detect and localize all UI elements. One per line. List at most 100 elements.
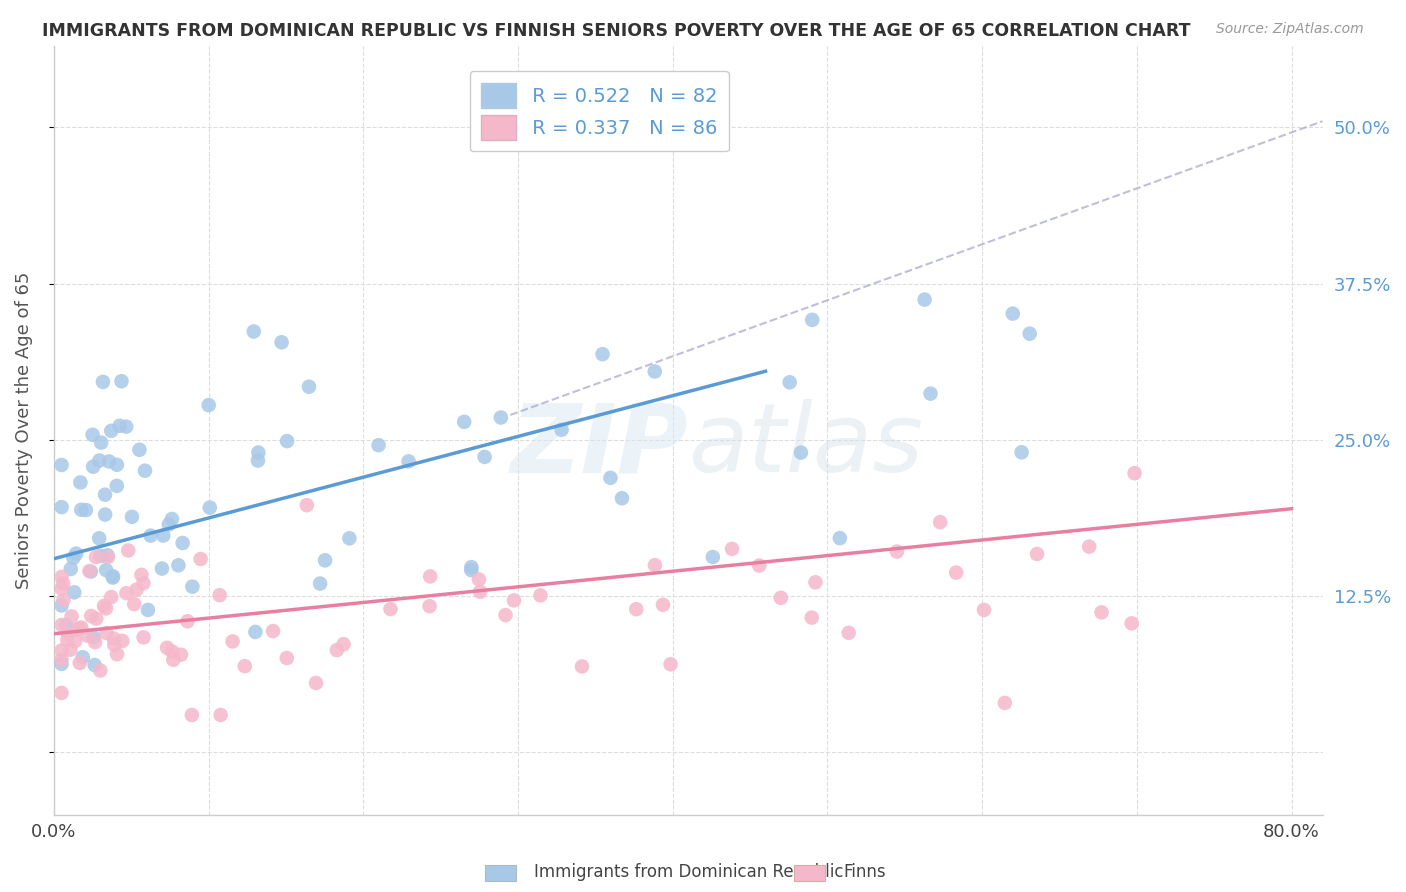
Point	[93, 599, 115, 613]
Point	[170, 648, 193, 662]
Text: Source: ZipAtlas.com: Source: ZipAtlas.com	[1216, 22, 1364, 37]
Point	[84, 635, 107, 649]
Point	[973, 603, 995, 617]
Point	[65, 547, 87, 561]
Point	[929, 515, 952, 529]
Point	[103, 638, 125, 652]
Point	[326, 643, 349, 657]
Point	[76, 629, 98, 643]
Point	[886, 544, 908, 558]
Point	[121, 509, 143, 524]
Point	[419, 599, 441, 614]
Point	[233, 659, 256, 673]
Point	[101, 570, 124, 584]
Point	[72, 650, 94, 665]
Point	[180, 708, 202, 723]
Point	[128, 442, 150, 457]
Point	[55, 618, 77, 632]
Point	[644, 364, 666, 378]
Point	[800, 610, 823, 624]
Point	[380, 602, 402, 616]
Point	[599, 471, 621, 485]
Point	[190, 552, 212, 566]
Point	[779, 376, 801, 390]
Point	[51, 657, 73, 671]
Point	[920, 386, 942, 401]
Point	[769, 591, 792, 605]
Point	[468, 573, 491, 587]
Point	[136, 603, 159, 617]
Point	[332, 637, 354, 651]
Point	[125, 582, 148, 597]
Point	[659, 657, 682, 672]
Point	[460, 560, 482, 574]
Point	[51, 599, 73, 613]
Point	[550, 423, 572, 437]
Point	[838, 625, 860, 640]
Point	[96, 626, 118, 640]
Point	[460, 563, 482, 577]
Point	[117, 543, 139, 558]
Text: atlas: atlas	[688, 400, 924, 492]
Point	[94, 488, 117, 502]
Point	[51, 686, 73, 700]
Point	[172, 536, 194, 550]
Point	[94, 508, 117, 522]
Point	[51, 458, 73, 472]
Point	[801, 313, 824, 327]
Point	[52, 576, 75, 591]
Point	[221, 634, 243, 648]
Point	[67, 622, 90, 636]
Point	[105, 647, 128, 661]
Point	[160, 644, 183, 658]
Point	[84, 549, 107, 564]
Point	[115, 419, 138, 434]
Point	[246, 453, 269, 467]
Point	[276, 651, 298, 665]
Point	[305, 676, 328, 690]
Text: ZIP: ZIP	[510, 400, 688, 492]
Point	[644, 558, 666, 573]
Point	[110, 374, 132, 388]
Point	[181, 580, 204, 594]
Point	[122, 597, 145, 611]
Point	[51, 643, 73, 657]
Point	[247, 445, 270, 459]
Point	[70, 620, 93, 634]
Point	[748, 558, 770, 573]
Point	[80, 565, 103, 579]
Point	[298, 380, 321, 394]
Point	[62, 550, 84, 565]
Point	[337, 531, 360, 545]
Point	[139, 528, 162, 542]
Point	[100, 590, 122, 604]
Point	[160, 512, 183, 526]
Point	[89, 664, 111, 678]
Point	[721, 541, 744, 556]
Point	[198, 500, 221, 515]
Point	[1001, 307, 1024, 321]
Point	[70, 502, 93, 516]
Point	[571, 659, 593, 673]
Point	[197, 398, 219, 412]
Point	[1121, 616, 1143, 631]
Point	[75, 503, 97, 517]
Point	[453, 415, 475, 429]
Point	[529, 588, 551, 602]
Point	[97, 550, 120, 565]
Point	[131, 567, 153, 582]
Point	[245, 624, 267, 639]
Point	[804, 575, 827, 590]
Point	[82, 630, 104, 644]
Point	[108, 418, 131, 433]
Point	[60, 609, 83, 624]
Point	[150, 561, 173, 575]
Point	[69, 656, 91, 670]
Point	[90, 435, 112, 450]
Point	[156, 640, 179, 655]
Point	[56, 626, 79, 640]
Point	[270, 335, 292, 350]
Text: Immigrants from Dominican Republic: Immigrants from Dominican Republic	[534, 863, 844, 881]
Point	[51, 582, 73, 596]
Point	[89, 531, 111, 545]
